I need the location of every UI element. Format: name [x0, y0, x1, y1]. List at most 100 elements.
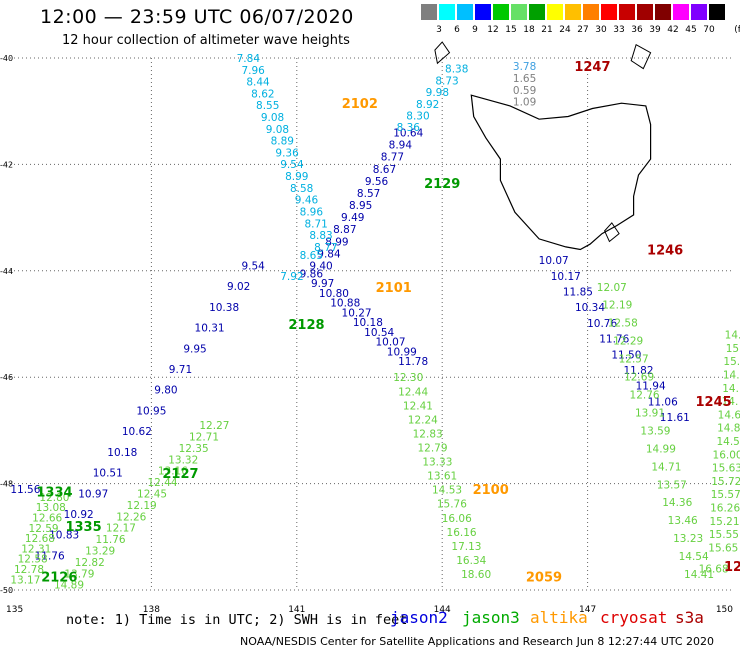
wave-height-value: 10.54: [364, 327, 394, 339]
wave-height-value: 16.00: [713, 449, 740, 461]
wave-height-value: 8.71: [304, 218, 327, 230]
wave-height-value: 11.76: [599, 334, 629, 346]
wave-height-value: 12.58: [608, 318, 638, 330]
wave-height-value: 9.08: [261, 112, 284, 124]
wave-height-value: 8.30: [406, 110, 429, 122]
wave-height-value: 9.54: [241, 260, 265, 272]
legend-swatch: [565, 4, 581, 20]
wave-height-value: 13.79: [64, 568, 94, 580]
wave-height-value: 8.92: [416, 99, 439, 111]
legend-tick-label: 39: [649, 25, 661, 35]
wave-height-value: 12.79: [417, 443, 447, 455]
legend-cryosat: cryosat: [600, 608, 668, 627]
legend-swatch: [457, 4, 473, 20]
wave-height-value: 12.26: [116, 511, 146, 523]
wave-height-value: 8.65: [300, 250, 323, 262]
wave-height-value: 13.29: [85, 545, 115, 557]
legend-tick-label: 33: [613, 25, 625, 35]
pass-time-label: 1247: [574, 60, 610, 75]
wave-height-value: 12.80: [39, 492, 69, 504]
wave-height-value: 13.57: [657, 479, 687, 491]
wave-height-value: 10.95: [136, 405, 166, 417]
legend-tick-label: 3: [436, 25, 442, 35]
wave-height-value: 14.99: [646, 443, 676, 455]
latitude-label: -42: [0, 160, 13, 169]
wave-height-value: 8.87: [333, 224, 356, 236]
wave-height-value: 13.08: [36, 502, 66, 514]
legend-swatch: [619, 4, 635, 20]
wave-height-value: 8.55: [256, 100, 279, 112]
pass-time-label: 2127: [162, 467, 198, 482]
wave-height-value: 12.44: [398, 386, 428, 398]
wave-height-value: 14.71: [651, 461, 681, 473]
wave-height-value: 12.76: [630, 389, 660, 401]
wave-height-value: 11.78: [398, 356, 428, 368]
legend-swatch: [421, 4, 437, 20]
legend-tick-label: 15: [505, 25, 517, 35]
wave-height-value: 14.6: [718, 409, 740, 421]
wave-height-value: 11.76: [96, 534, 126, 546]
pass-time-label: 2100: [473, 483, 509, 498]
wave-height-value: 10.88: [330, 298, 360, 310]
legend-tick-label: 24: [559, 25, 571, 35]
wave-height-value: 7.96: [241, 65, 265, 77]
wave-height-value: 8.77: [381, 152, 404, 164]
footnote: note: 1) Time is in UTC; 2) SWH is in fe…: [66, 612, 408, 628]
wave-height-value: 9.86: [300, 268, 324, 280]
legend-swatch: [547, 4, 563, 20]
wave-height-value: 15.63: [712, 463, 740, 475]
island-coastline: [434, 41, 451, 65]
wave-height-value: 10.51: [93, 468, 123, 480]
wave-height-value: 12.57: [619, 354, 649, 366]
legend-swatch: [637, 4, 653, 20]
latitude-label: -44: [0, 267, 13, 276]
legend-tick-label: 6: [454, 25, 460, 35]
wave-height-value: 15.21: [709, 516, 739, 528]
wave-height-value: 13.33: [422, 457, 452, 469]
legend-swatch: [691, 4, 707, 20]
wave-height-value: 8.77: [314, 242, 337, 254]
wave-height-value: 8.58: [290, 183, 313, 195]
wave-height-value: 10.80: [319, 288, 349, 300]
wave-height-value: 9.40: [309, 260, 332, 272]
credit-line: NOAA/NESDIS Center for Satellite Applica…: [240, 635, 715, 648]
wave-height-value: 10.27: [342, 307, 372, 319]
wave-height-value: 7.92: [280, 271, 303, 283]
wave-height-value: 1.09: [513, 97, 536, 109]
wave-height-value: 9.56: [365, 176, 389, 188]
wave-height-value: 14.89: [54, 580, 84, 592]
wave-height-value: 12.31: [21, 543, 51, 555]
wave-height-value: 12.30: [393, 372, 423, 384]
wave-height-value: 12.35: [179, 443, 209, 455]
longitude-label: 135: [6, 605, 23, 615]
pass-time-label: 1245: [696, 395, 732, 410]
wave-height-value: 15: [726, 343, 739, 355]
wave-height-value: 10.99: [387, 346, 417, 358]
wave-height-value: 10.18: [353, 317, 383, 329]
legend-swatch: [673, 4, 689, 20]
wave-height-value: 9.71: [169, 364, 192, 376]
island-coastline: [604, 222, 620, 243]
wave-height-value: 11.94: [636, 381, 666, 393]
wave-height-value: 8.89: [271, 136, 294, 148]
pass-time-label: 1335: [65, 520, 101, 535]
wave-height-value: 11.06: [648, 396, 678, 408]
wave-height-value: 13.23: [673, 533, 703, 545]
legend-swatch: [493, 4, 509, 20]
wave-height-value: 10.17: [551, 271, 581, 283]
wave-height-value: 10.64: [393, 127, 423, 139]
wave-height-value: 11.76: [35, 550, 65, 562]
wave-height-value: 15.72: [711, 476, 740, 488]
wave-height-value: 12.69: [624, 372, 654, 384]
wave-height-value: 12.19: [602, 300, 632, 312]
legend-swatch: [511, 4, 527, 20]
wave-height-value: 12.41: [403, 400, 433, 412]
longitude-label: 147: [579, 605, 596, 615]
wave-height-value: 9.54: [280, 159, 304, 171]
island-coastline: [630, 43, 652, 70]
wave-height-value: 9.46: [295, 195, 319, 207]
pass-time-label: 2102: [342, 97, 378, 112]
wave-height-value: 12.78: [14, 564, 44, 576]
legend-tick-label: 21: [541, 25, 553, 35]
